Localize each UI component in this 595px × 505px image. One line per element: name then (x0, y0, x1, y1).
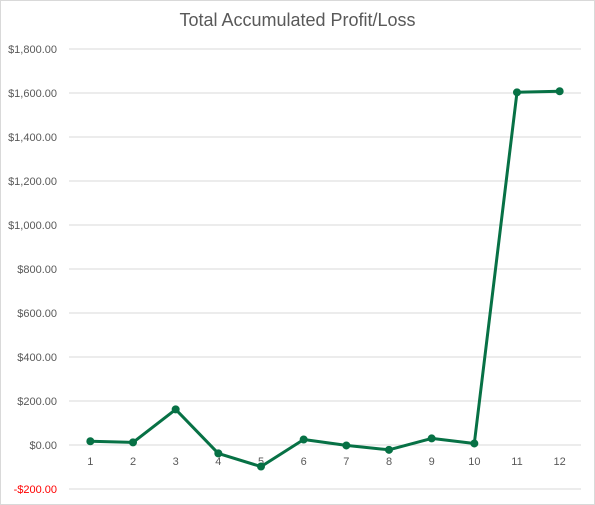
y-tick-label: $1,000.00 (8, 220, 57, 232)
y-tick-label: $1,400.00 (8, 132, 57, 144)
data-point (385, 445, 393, 454)
y-axis-tick-labels: $1,800.00 $1,600.00 $1,400.00 $1,200.00 $1,0… (8, 44, 57, 496)
gridlines (69, 48, 581, 490)
x-tick-label: 6 (301, 456, 307, 468)
series-line (88, 89, 562, 469)
x-tick-label: 4 (215, 456, 221, 468)
y-tick-label: $1,800.00 (8, 44, 57, 56)
data-point (86, 437, 95, 446)
x-tick-label: 9 (429, 456, 435, 468)
x-tick-label: 1 (87, 456, 93, 468)
data-point (342, 441, 351, 450)
x-tick-label: 8 (386, 456, 392, 468)
y-tick-label: $200.00 (17, 396, 57, 408)
x-tick-label: 12 (554, 456, 566, 468)
y-tick-label: $400.00 (17, 352, 57, 364)
data-point (513, 88, 521, 97)
y-tick-label: $1,200.00 (8, 176, 57, 188)
y-tick-label: $600.00 (17, 308, 57, 320)
data-point (299, 435, 308, 444)
y-tick-label: -$200.00 (14, 484, 57, 496)
data-point (470, 439, 479, 448)
data-point (214, 449, 223, 458)
x-tick-label: 5 (258, 456, 264, 468)
x-axis-tick-labels: 1 2 3 4 5 6 7 8 9 10 11 12 (87, 456, 566, 468)
y-tick-label: $1,600.00 (8, 88, 57, 100)
series-layer (86, 87, 564, 471)
x-tick-label: 3 (173, 456, 179, 468)
x-tick-label: 2 (130, 456, 136, 468)
x-tick-label: 11 (511, 456, 522, 468)
y-tick-label: $0.00 (29, 440, 57, 452)
data-point (257, 462, 265, 471)
data-point (427, 434, 436, 443)
data-point (171, 405, 180, 414)
data-point (555, 87, 564, 96)
y-tick-label: $800.00 (17, 264, 57, 276)
x-tick-label: 7 (343, 456, 349, 468)
x-tick-label: 10 (468, 456, 480, 468)
chart-title: Total Accumulated Profit/Loss (179, 10, 416, 30)
data-point (129, 438, 137, 447)
